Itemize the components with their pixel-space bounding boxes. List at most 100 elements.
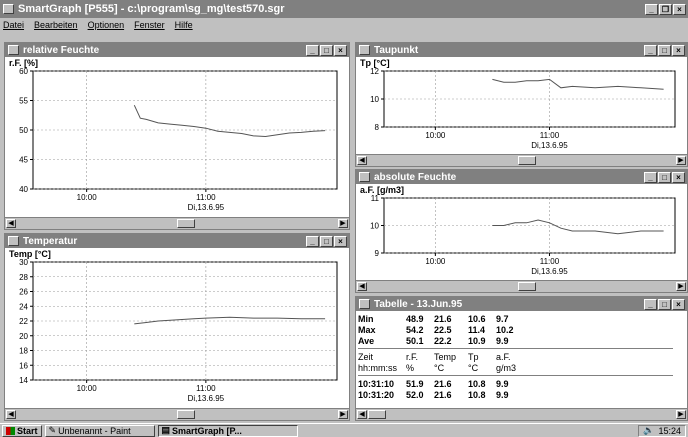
close-icon[interactable]: ×	[334, 44, 347, 56]
table-cell: 10.2	[496, 324, 514, 335]
chart-window-icon[interactable]	[359, 172, 370, 182]
minimize-icon[interactable]: _	[306, 235, 319, 247]
tp-hscroll[interactable]: ◀ ▶	[356, 154, 687, 166]
start-button[interactable]: Start	[2, 424, 42, 437]
rf-hscroll[interactable]: ◀ ▶	[5, 217, 349, 229]
close-icon[interactable]: ×	[672, 44, 685, 56]
menu-datei[interactable]: Datei	[3, 19, 25, 30]
y-tick-label: 45	[19, 156, 28, 165]
table-cell: 22.2	[434, 335, 452, 346]
scroll-thumb[interactable]	[177, 219, 195, 228]
table-row[interactable]: 10:31:20 52.0 21.6 10.8 9.9	[358, 389, 673, 400]
column-header: Zeit	[358, 351, 374, 362]
chart-window-icon[interactable]	[8, 45, 19, 55]
maximize-icon[interactable]: □	[658, 298, 671, 310]
taskbar-item-label: SmartGraph [P...	[172, 425, 242, 436]
window-temp-title: Temperatur	[23, 235, 78, 247]
y-tick-label: 26	[19, 288, 28, 297]
scroll-left-icon[interactable]: ◀	[357, 282, 367, 291]
scroll-left-icon[interactable]: ◀	[357, 156, 367, 165]
temp-hscroll[interactable]: ◀ ▶	[5, 408, 349, 420]
taskbar-item-smartgraph[interactable]: ▤ SmartGraph [P...	[157, 424, 298, 437]
window-af-title: absolute Feuchte	[374, 171, 457, 183]
close-icon[interactable]: ×	[672, 298, 685, 310]
table-cell: Ave	[358, 335, 375, 346]
x-axis-label: Di,13.6.95	[188, 394, 225, 403]
column-header: a.F.	[496, 351, 511, 362]
close-icon[interactable]: ×	[672, 171, 685, 183]
table-cell: 54.2	[406, 324, 424, 335]
app-icon[interactable]	[3, 4, 14, 14]
window-af-titlebar[interactable]: absolute Feuchte _ □ ×	[356, 170, 687, 184]
af-y-axis-label: a.F. [g/m3]	[360, 185, 405, 195]
maximize-icon[interactable]: □	[658, 44, 671, 56]
x-tick-label: 10:00	[425, 131, 446, 140]
window-temp-titlebar[interactable]: Temperatur _ □ ×	[5, 234, 349, 248]
x-tick-label: 11:00	[196, 384, 216, 393]
close-icon[interactable]: ×	[334, 235, 347, 247]
scroll-right-icon[interactable]: ▶	[676, 282, 686, 291]
minimize-icon[interactable]: _	[645, 3, 658, 15]
tab-hscroll[interactable]: ◀ ▶	[356, 408, 687, 420]
x-tick-label: 11:00	[540, 257, 560, 266]
scroll-thumb[interactable]	[177, 410, 195, 419]
window-rf-titlebar[interactable]: relative Feuchte _ □ ×	[5, 43, 349, 57]
paint-icon: ✎	[48, 425, 57, 436]
table-cell: 21.6	[434, 313, 452, 324]
table-cell: 9.9	[496, 389, 509, 400]
menu-fenster[interactable]: Fenster	[134, 19, 165, 30]
restore-icon[interactable]: ❐	[659, 3, 672, 15]
maximize-icon[interactable]: □	[658, 171, 671, 183]
minimize-icon[interactable]: _	[306, 44, 319, 56]
scroll-right-icon[interactable]: ▶	[338, 410, 348, 419]
stats-row-min: Min 48.9 21.6 10.6 9.7	[358, 313, 673, 324]
scroll-right-icon[interactable]: ▶	[338, 219, 348, 228]
column-unit: °C	[468, 362, 479, 373]
maximize-icon[interactable]: □	[320, 235, 333, 247]
y-tick-label: 30	[19, 258, 28, 267]
y-tick-label: 50	[19, 126, 28, 135]
menu-bearbeiten[interactable]: Bearbeiten	[34, 19, 78, 30]
y-tick-label: 11	[371, 194, 380, 203]
chart-window-icon[interactable]	[359, 45, 370, 55]
y-tick-label: 10	[370, 222, 379, 231]
scroll-thumb[interactable]	[518, 282, 536, 291]
scroll-thumb[interactable]	[368, 410, 386, 419]
table-window-icon[interactable]	[359, 299, 370, 309]
table-cell: 52.0	[406, 389, 424, 400]
series-line	[492, 219, 664, 235]
chart-window-icon[interactable]	[8, 236, 19, 246]
speaker-icon[interactable]: 🔈	[643, 425, 655, 435]
table-row[interactable]: 10:31:10 51.9 21.6 10.8 9.9	[358, 378, 673, 389]
clock[interactable]: 15:24	[658, 425, 681, 436]
maximize-icon[interactable]: □	[320, 44, 333, 56]
scroll-left-icon[interactable]: ◀	[6, 219, 16, 228]
minimize-icon[interactable]: _	[644, 298, 657, 310]
table-cell: 51.9	[406, 378, 424, 389]
menu-bar: Datei Bearbeiten Optionen Fenster Hilfe	[0, 18, 688, 31]
scroll-left-icon[interactable]: ◀	[357, 410, 367, 419]
scroll-thumb[interactable]	[518, 156, 536, 165]
y-tick-label: 20	[19, 332, 28, 341]
menu-optionen[interactable]: Optionen	[87, 19, 125, 30]
window-tab-title: Tabelle - 13.Jun.95	[374, 298, 463, 310]
y-tick-label: 16	[19, 361, 28, 370]
taskbar-item-paint[interactable]: ✎ Unbenannt - Paint	[44, 424, 155, 437]
minimize-icon[interactable]: _	[644, 44, 657, 56]
close-icon[interactable]: ×	[673, 3, 686, 15]
column-unit: %	[406, 362, 415, 373]
window-tab-titlebar[interactable]: Tabelle - 13.Jun.95 _ □ ×	[356, 297, 687, 311]
x-tick-label: 10:00	[77, 384, 98, 393]
series-line	[134, 316, 326, 325]
scroll-right-icon[interactable]: ▶	[676, 410, 686, 419]
scroll-left-icon[interactable]: ◀	[6, 410, 16, 419]
scroll-right-icon[interactable]: ▶	[676, 156, 686, 165]
window-rf-title: relative Feuchte	[23, 44, 100, 56]
system-tray: 🔈 15:24	[638, 424, 686, 437]
minimize-icon[interactable]: _	[644, 171, 657, 183]
window-tp-titlebar[interactable]: Taupunkt _ □ ×	[356, 43, 687, 57]
menu-hilfe[interactable]: Hilfe	[174, 19, 193, 30]
app-titlebar[interactable]: SmartGraph [P555] - c:\program\sg_mg\tes…	[0, 0, 688, 18]
af-hscroll[interactable]: ◀ ▶	[356, 280, 687, 292]
series-line	[492, 78, 664, 90]
